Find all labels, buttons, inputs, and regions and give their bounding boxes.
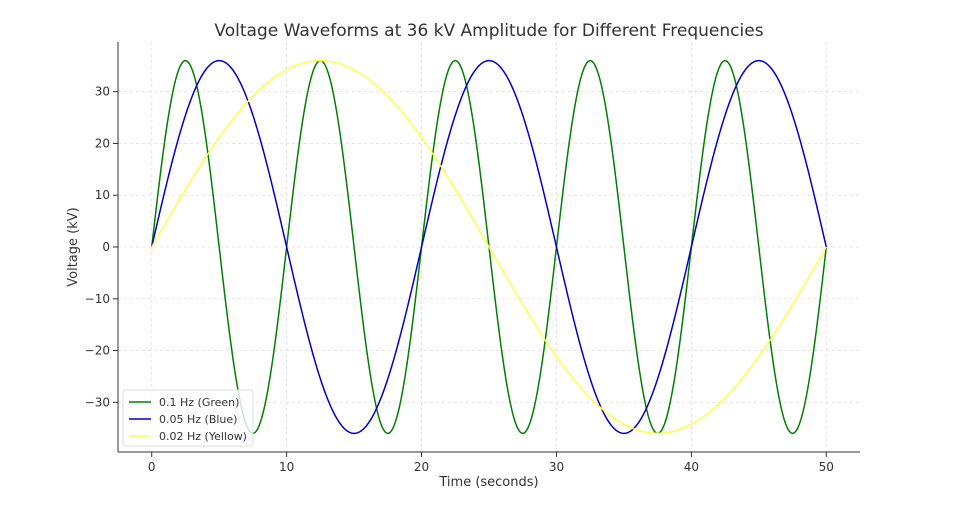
x-axis-label: Time (seconds) bbox=[438, 475, 538, 490]
legend: 0.1 Hz (Green) 0.05 Hz (Blue) 0.02 Hz (Yel… bbox=[122, 389, 254, 447]
x-tick-label: 10 bbox=[279, 460, 294, 474]
y-tick-label: 20 bbox=[95, 136, 110, 150]
y-axis-label: Voltage (kV) bbox=[66, 207, 81, 286]
y-tick-label: 0 bbox=[102, 240, 110, 254]
y-tick-label: −30 bbox=[85, 395, 110, 409]
y-tick-label: −20 bbox=[85, 344, 110, 358]
legend-label: 0.02 Hz (Yellow) bbox=[159, 430, 247, 443]
series-line bbox=[150, 59, 828, 435]
legend-label: 0.05 Hz (Blue) bbox=[159, 413, 237, 426]
x-tick-label: 0 bbox=[148, 460, 156, 474]
series-line bbox=[151, 59, 827, 435]
y-tick-label: 30 bbox=[95, 85, 110, 99]
x-tick-label: 50 bbox=[819, 460, 834, 474]
axes: 0 10 20 30 40 50 −30 −20 −10 0 10 20 30 bbox=[85, 42, 860, 474]
x-tick-label: 40 bbox=[684, 460, 699, 474]
x-tick-label: 20 bbox=[414, 460, 429, 474]
x-tick-label: 30 bbox=[549, 460, 564, 474]
y-tick-label: 10 bbox=[95, 188, 110, 202]
series-lines bbox=[150, 59, 828, 435]
legend-label: 0.1 Hz (Green) bbox=[159, 396, 239, 409]
chart-title: Voltage Waveforms at 36 kV Amplitude for… bbox=[214, 21, 763, 41]
y-tick-label: −10 bbox=[85, 292, 110, 306]
legend-box bbox=[122, 389, 254, 447]
